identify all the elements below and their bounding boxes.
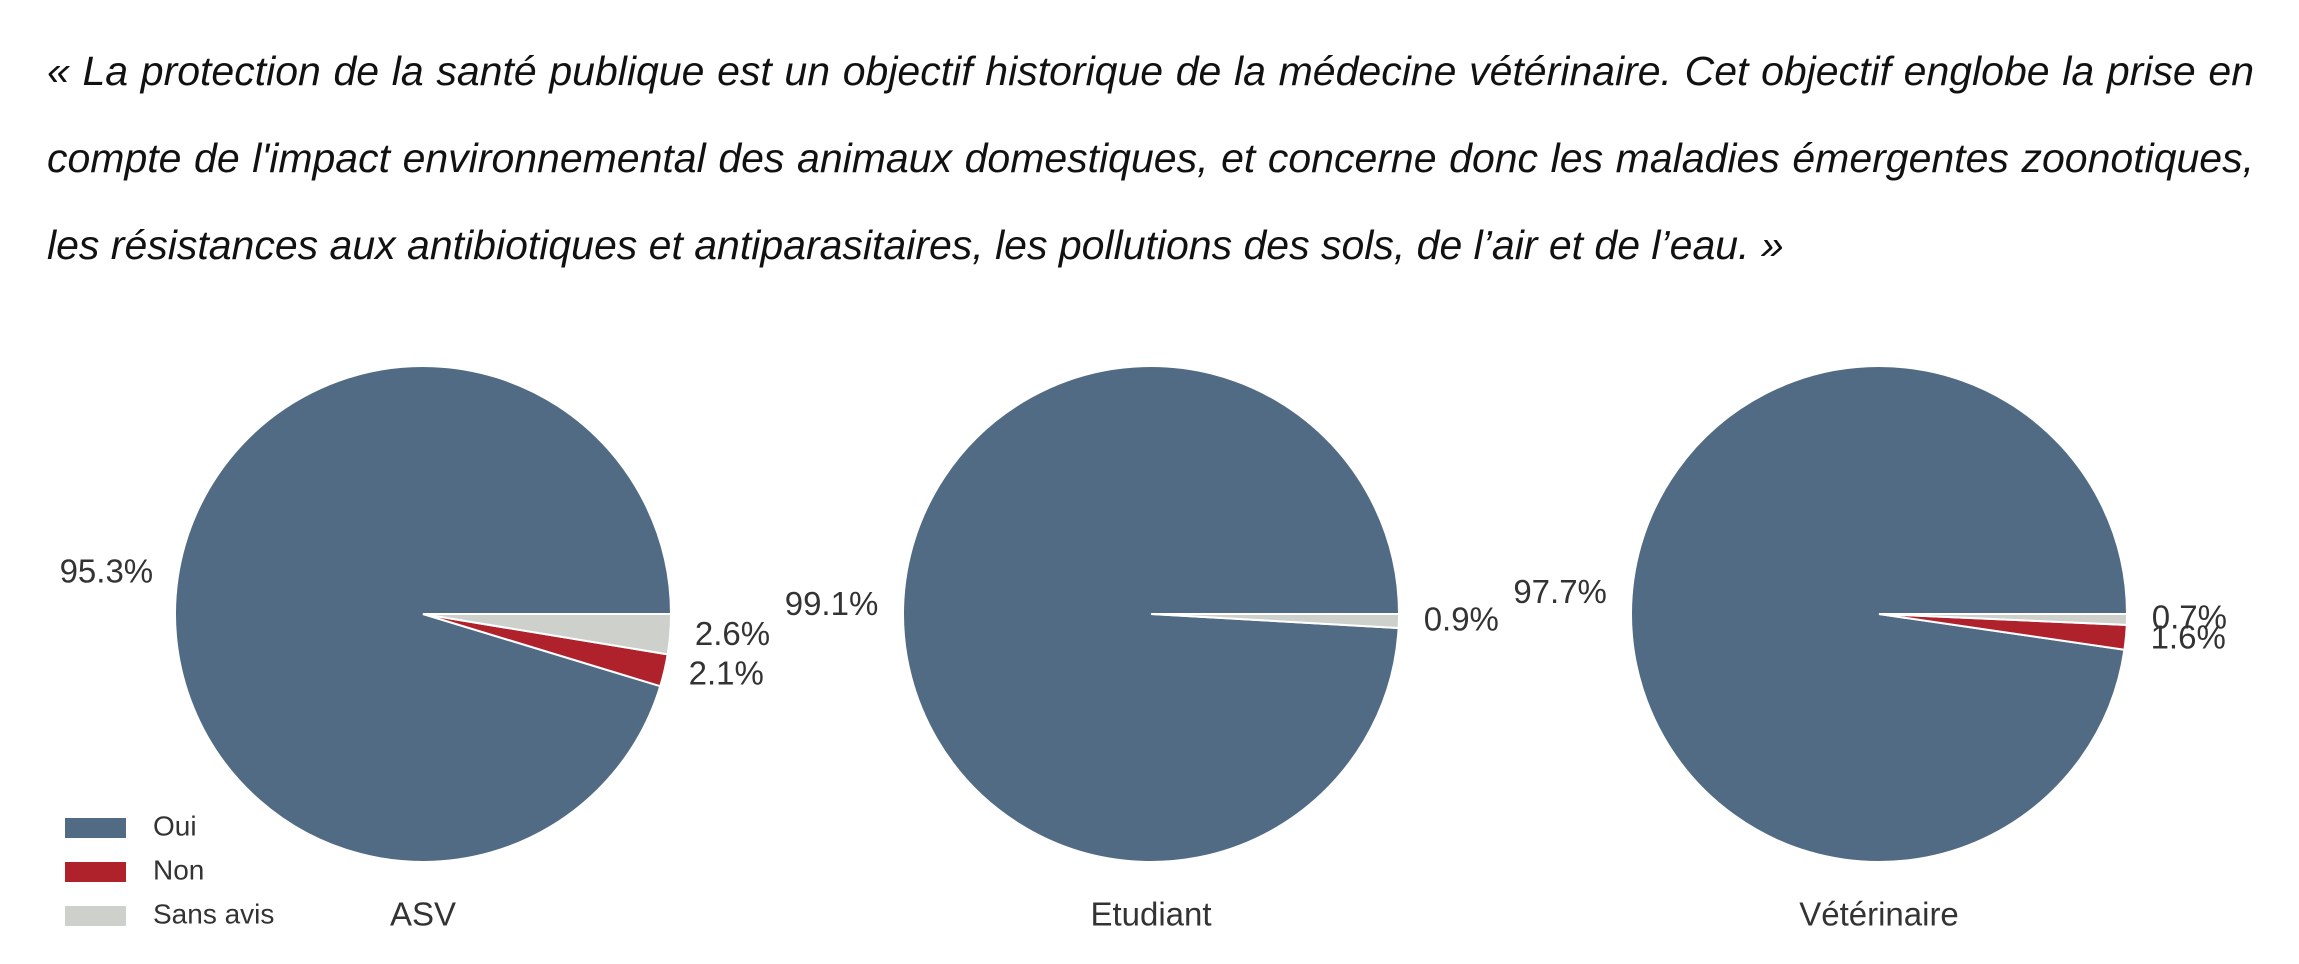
- pie-title: Etudiant: [1090, 896, 1211, 933]
- legend-label: Non: [153, 854, 204, 885]
- pie-slice: [422, 613, 673, 656]
- pie-title: ASV: [390, 896, 456, 933]
- legend-swatch: [65, 862, 126, 882]
- legend-swatch: [65, 818, 126, 838]
- slice-label: 99.1%: [785, 585, 879, 622]
- quote: « La protection de la santé publique est…: [47, 48, 2254, 268]
- pie-slice: [1878, 613, 2129, 626]
- legend-label: Oui: [153, 810, 197, 841]
- legend-swatch: [65, 906, 126, 926]
- slice-label: 95.3%: [60, 553, 154, 590]
- slice-label: 0.7%: [2152, 599, 2227, 636]
- slice-label: 2.1%: [689, 655, 764, 692]
- slice-label: 2.6%: [695, 615, 770, 652]
- pie-title: Vétérinaire: [1799, 896, 1959, 933]
- slice-label: 97.7%: [1513, 573, 1607, 610]
- pie-slice: [1150, 613, 1401, 630]
- slice-label: 1.6%: [2151, 618, 2226, 655]
- slice-label: 0.9%: [1424, 600, 1499, 637]
- legend-label: Sans avis: [153, 898, 274, 929]
